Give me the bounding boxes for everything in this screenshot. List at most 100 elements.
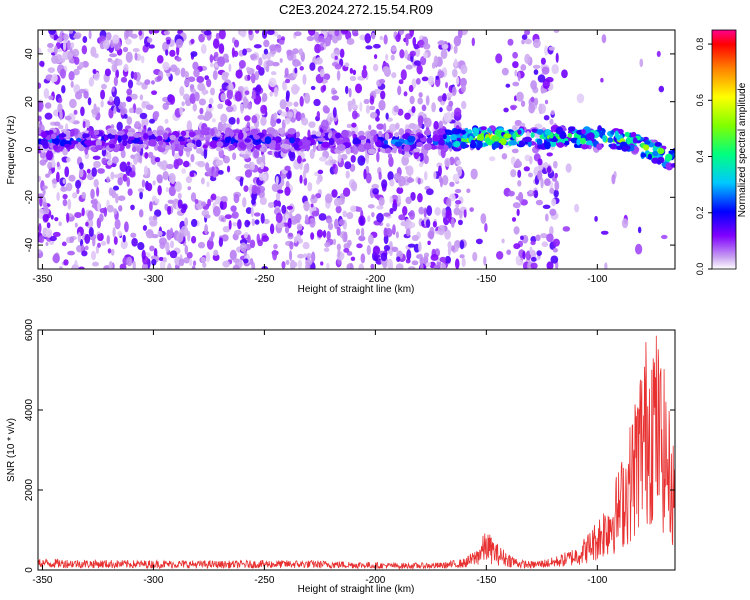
heatmap-cell xyxy=(391,246,399,253)
heatmap-cell xyxy=(60,68,67,79)
heatmap-signal-cell xyxy=(626,136,632,145)
heatmap-cell xyxy=(260,116,267,126)
heatmap-signal-cell xyxy=(596,143,603,151)
heatmap-signal-cell xyxy=(567,132,573,138)
heatmap-cell xyxy=(382,66,390,74)
heatmap-signal-cell xyxy=(224,136,231,144)
heatmap-cell xyxy=(284,226,290,234)
heatmap-cell xyxy=(285,106,289,112)
heatmap-cell xyxy=(109,53,118,58)
heatmap-cell xyxy=(385,53,389,61)
heatmap-cell xyxy=(517,169,522,178)
heatmap-cell xyxy=(541,66,550,75)
heatmap-cell xyxy=(309,148,315,160)
heatmap-cell xyxy=(152,30,160,34)
heatmap-cell xyxy=(85,119,91,129)
heatmap-signal-cell xyxy=(630,131,637,138)
heatmap-cell xyxy=(214,196,222,205)
heatmap-cell xyxy=(220,195,228,202)
heatmap-cell xyxy=(53,121,61,127)
heatmap-cell xyxy=(64,166,70,178)
heatmap-cell xyxy=(303,200,310,212)
heatmap-signal-cell xyxy=(158,140,164,146)
heatmap-cell xyxy=(38,175,42,182)
heatmap-cell xyxy=(299,174,303,184)
heatmap-cell xyxy=(106,204,114,213)
heatmap-signal-cell xyxy=(143,132,149,140)
heatmap-signal-cell xyxy=(652,150,659,157)
heatmap-cell xyxy=(121,101,127,108)
colorbar-gradient xyxy=(711,29,737,270)
heatmap-cell xyxy=(425,219,431,228)
heatmap-signal-cell xyxy=(328,137,335,146)
heatmap-cell xyxy=(125,51,133,63)
heatmap-cell xyxy=(135,81,143,86)
heatmap-cell xyxy=(206,238,214,250)
heatmap-cell xyxy=(186,230,191,242)
heatmap-signal-cell xyxy=(487,127,492,133)
heatmap-cell xyxy=(437,40,445,46)
heatmap-cell xyxy=(55,171,60,183)
spectrogram-x-label: Height of straight line (km) xyxy=(298,284,415,295)
heatmap-signal-cell xyxy=(622,145,631,150)
heatmap-cell xyxy=(228,63,232,72)
heatmap-cell xyxy=(125,96,132,102)
heatmap-cell xyxy=(530,262,538,269)
heatmap-cell xyxy=(397,108,404,116)
heatmap-cell xyxy=(411,106,416,113)
heatmap-cell xyxy=(112,34,120,44)
heatmap-cell xyxy=(148,30,154,35)
heatmap-cell xyxy=(240,103,244,114)
heatmap-signal-cell xyxy=(268,143,276,150)
heatmap-cell xyxy=(190,218,198,228)
heatmap-cell xyxy=(368,105,376,111)
heatmap-cell xyxy=(545,76,554,83)
heatmap-cell xyxy=(217,170,224,175)
heatmap-cell xyxy=(43,88,50,99)
heatmap-cell xyxy=(326,262,330,269)
heatmap-cell xyxy=(315,193,322,199)
heatmap-cell xyxy=(50,214,54,220)
heatmap-signal-cell xyxy=(112,146,120,153)
heatmap-signal-cell xyxy=(407,135,416,143)
heatmap-cell xyxy=(74,222,78,228)
heatmap-cell xyxy=(249,239,256,249)
heatmap-cell xyxy=(315,57,323,65)
heatmap-cell xyxy=(454,188,462,194)
heatmap-cell xyxy=(452,173,460,183)
heatmap-cell xyxy=(192,260,197,267)
heatmap-cell xyxy=(131,93,138,100)
heatmap-cell xyxy=(157,160,162,167)
heatmap-cell xyxy=(553,189,559,198)
heatmap-cell xyxy=(431,102,436,113)
heatmap-cell xyxy=(421,104,427,112)
heatmap-cell xyxy=(153,247,158,258)
heatmap-cell xyxy=(105,31,112,41)
heatmap-signal-cell xyxy=(64,131,71,139)
heatmap-cell xyxy=(241,127,250,132)
heatmap-cell xyxy=(154,156,161,163)
heatmap-cell xyxy=(530,256,537,262)
heatmap-cell xyxy=(332,238,337,246)
heatmap-cell xyxy=(64,115,72,121)
heatmap-cell xyxy=(176,232,184,243)
heatmap-cell xyxy=(297,155,302,164)
heatmap-cell xyxy=(546,166,552,173)
heatmap-cell xyxy=(355,228,361,236)
heatmap-signal-cell xyxy=(654,141,663,147)
heatmap-cell xyxy=(488,156,496,162)
heatmap-signal-cell xyxy=(133,132,141,138)
heatmap-cell xyxy=(600,230,609,235)
heatmap-signal-cell xyxy=(509,140,518,146)
heatmap-cell xyxy=(517,191,524,203)
x-tick-label: -350 xyxy=(32,575,52,586)
heatmap-cell xyxy=(346,263,354,269)
heatmap-cell xyxy=(190,38,195,45)
heatmap-cell xyxy=(62,178,66,184)
heatmap-cell xyxy=(125,38,132,45)
heatmap-cell xyxy=(134,121,141,127)
heatmap-cell xyxy=(90,188,95,200)
heatmap-cell xyxy=(184,78,190,87)
heatmap-cell xyxy=(405,37,409,47)
heatmap-cell xyxy=(242,96,248,105)
